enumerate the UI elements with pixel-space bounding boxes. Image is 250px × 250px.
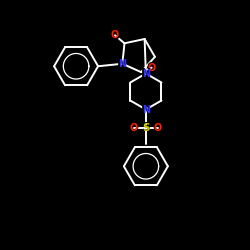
- Text: N: N: [118, 59, 126, 69]
- Text: S: S: [141, 121, 150, 134]
- Text: O: O: [153, 121, 163, 134]
- Text: N: N: [141, 103, 151, 116]
- Text: N: N: [117, 57, 127, 70]
- Text: O: O: [154, 122, 162, 132]
- Text: O: O: [148, 62, 156, 72]
- Text: N: N: [141, 67, 151, 80]
- Text: N: N: [142, 68, 150, 78]
- Text: O: O: [110, 29, 120, 42]
- Text: S: S: [142, 122, 150, 132]
- Text: O: O: [111, 30, 119, 40]
- Text: O: O: [130, 122, 138, 132]
- Text: O: O: [147, 61, 157, 74]
- Text: N: N: [142, 104, 150, 115]
- Text: O: O: [129, 121, 139, 134]
